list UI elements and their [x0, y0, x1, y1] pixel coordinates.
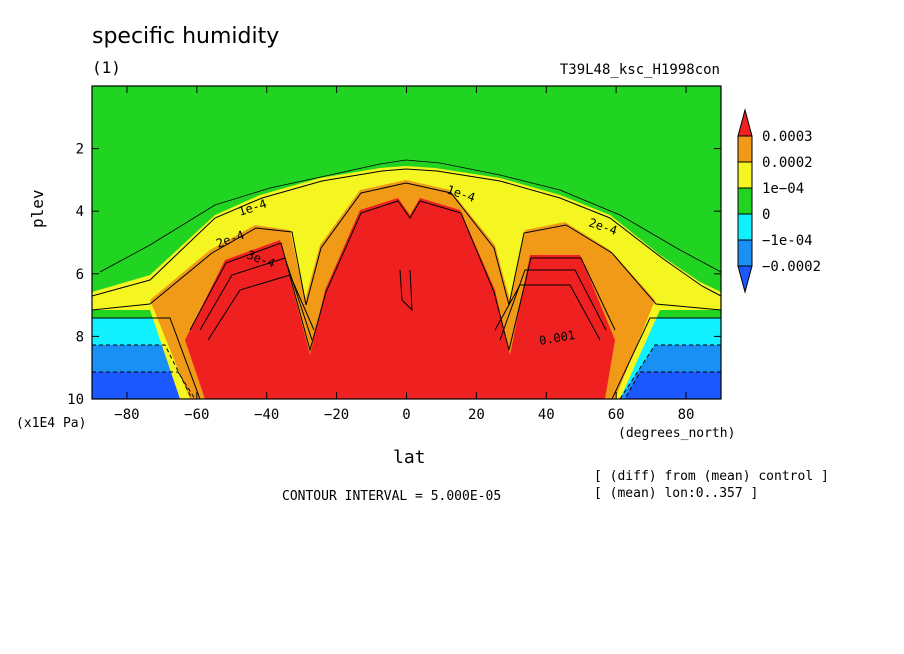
colorbar-label: −0.0002	[762, 259, 821, 275]
mean-note: [ (mean) lon:0..357 ]	[594, 486, 759, 501]
colorbar-box	[737, 213, 753, 241]
contour-interval: CONTOUR INTERVAL = 5.000E-05	[282, 489, 502, 504]
colorbar-label: 0.0002	[762, 155, 813, 171]
experiment-label: T39L48_ksc_H1998con	[559, 62, 720, 78]
x-tick-label: 20	[468, 407, 485, 423]
contour-lines	[92, 159, 721, 399]
colorbar-top-arrow	[737, 108, 753, 137]
colorbar-box	[737, 187, 753, 215]
y-tick-label: 2	[76, 142, 84, 158]
colorbar-box	[737, 161, 753, 189]
x-tick-label: 80	[678, 407, 695, 423]
north-negative-region-3	[625, 372, 721, 399]
colorbar-box	[737, 135, 753, 163]
colorbar-label: 0	[762, 207, 770, 223]
colorbar-label: 0.0003	[762, 129, 813, 145]
colorbar-box	[737, 239, 753, 267]
y-tick-label: 4	[76, 204, 84, 220]
contour-field: 1e-42e-43e-41e-42e-40.001	[92, 86, 721, 399]
chart-title: specific humidity	[92, 24, 280, 49]
y-axis: 2 4 6 8 10	[67, 142, 721, 408]
panel-label: (1)	[92, 58, 121, 77]
colorbar-bottom-arrow	[737, 265, 753, 294]
band-3e-4	[185, 198, 615, 399]
y-tick-label: 6	[76, 267, 84, 283]
x-tick-label: 0	[402, 407, 410, 423]
y-axis-unit: (x1E4 Pa)	[16, 416, 87, 431]
x-tick-label: 60	[608, 407, 625, 423]
x-tick-label: −40	[254, 407, 279, 423]
x-tick-label: −80	[114, 407, 139, 423]
colorbar: 0.0003 0.0002 1e−04 0 −1e-04 −0.0002	[737, 108, 821, 294]
y-tick-label: 8	[76, 329, 84, 345]
x-axis-unit: (degrees_north)	[618, 426, 736, 441]
x-tick-label: −60	[184, 407, 209, 423]
colorbar-label: 1e−04	[762, 181, 804, 197]
x-tick-label: −20	[324, 407, 349, 423]
colorbar-label: −1e-04	[762, 233, 813, 249]
diff-note: [ (diff) from (mean) control ]	[594, 469, 829, 484]
x-axis-label: lat	[393, 447, 426, 468]
x-tick-label: 40	[538, 407, 555, 423]
south-negative-region-3	[92, 372, 195, 399]
x-axis: −80 −60 −40 −20 0 20 40 60 80	[114, 86, 694, 423]
contour-label: 0.001	[538, 328, 576, 348]
y-tick-label: 10	[67, 392, 84, 408]
